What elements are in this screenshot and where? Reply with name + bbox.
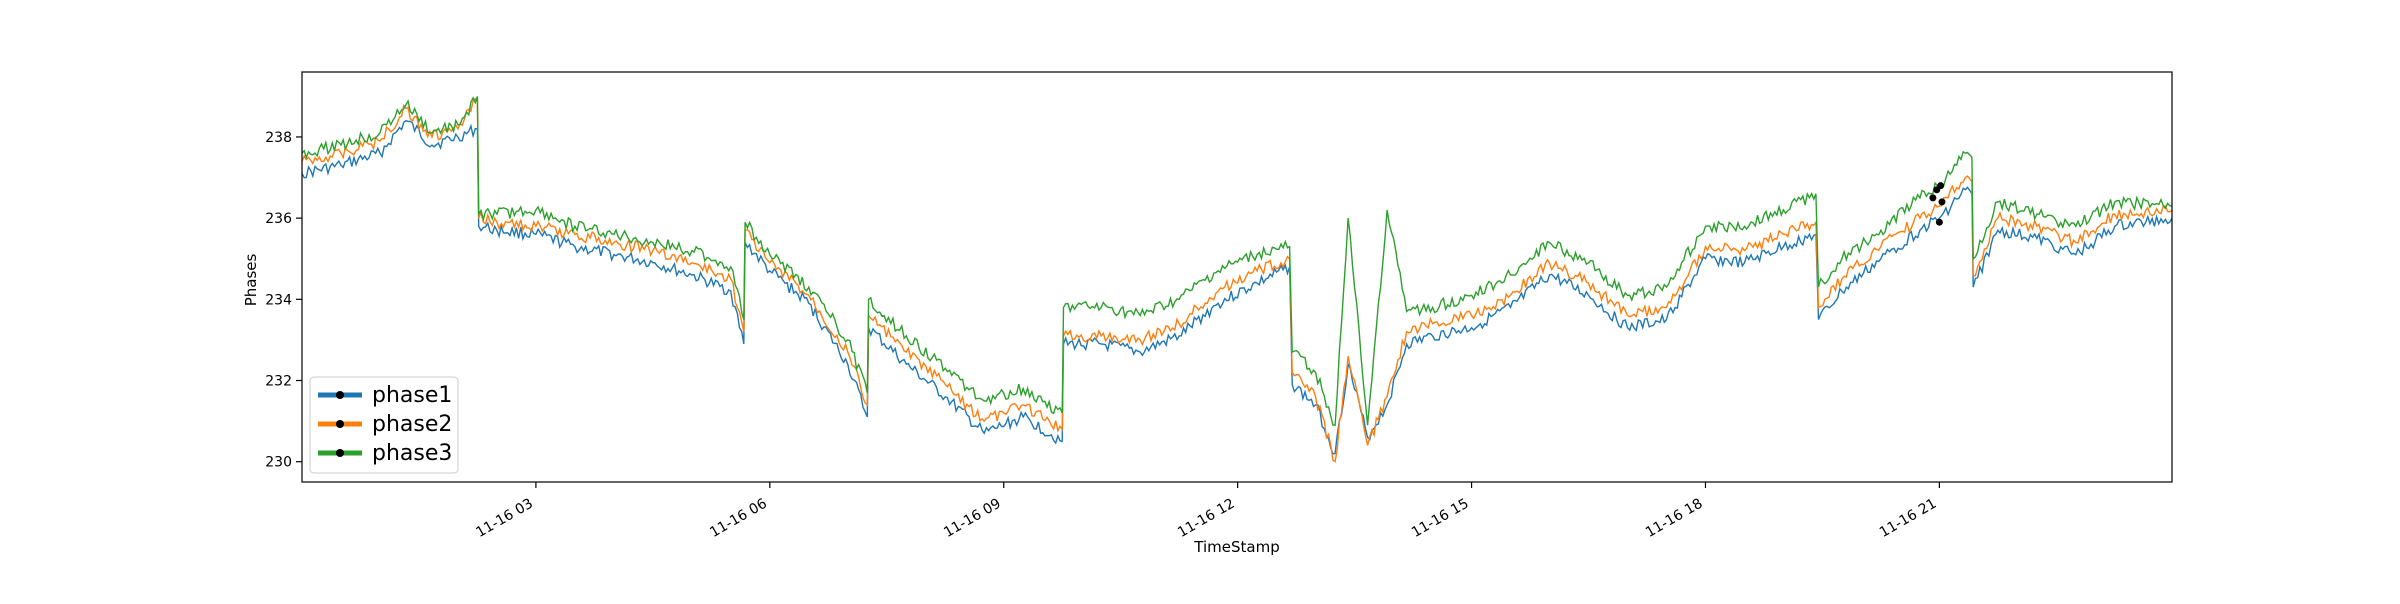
- legend-label-phase3: phase3: [372, 441, 452, 466]
- legend-marker-phase1: [336, 391, 344, 399]
- x-tick-label: 11-16 06: [707, 496, 770, 541]
- y-tick-label: 232: [265, 374, 292, 390]
- series-line-phase1: [302, 119, 2172, 455]
- legend-box: [309, 376, 459, 474]
- y-axis-label: Phases: [242, 254, 260, 307]
- x-axis-label: TimeStamp: [1193, 538, 1279, 556]
- x-tick-label: 11-16 21: [1877, 496, 1940, 541]
- plot-frame: [301, 71, 2173, 483]
- y-tick-label: 234: [265, 292, 292, 308]
- legend-label-phase2: phase2: [372, 412, 452, 437]
- plot-background: [302, 72, 2172, 482]
- legend-marker-phase3: [336, 449, 344, 457]
- legend: phase1 phase2 phase3: [309, 376, 459, 474]
- y-axis: 230 232 234 236 238: [265, 130, 302, 471]
- series-line-phase3: [302, 96, 2172, 426]
- y-tick-label: 236: [265, 211, 292, 227]
- marker-point-1: [1929, 194, 1937, 202]
- x-tick-label: 11-16 03: [473, 496, 536, 541]
- x-tick-label: 11-16 15: [1409, 496, 1472, 541]
- marker-point-5: [1938, 198, 1946, 206]
- legend-marker-phase2: [336, 420, 344, 428]
- x-tick-label: 11-16 18: [1643, 496, 1706, 541]
- y-tick-label: 230: [265, 455, 292, 471]
- y-tick-label: 238: [265, 130, 292, 146]
- legend-label-phase1: phase1: [372, 383, 452, 408]
- marker-point-3: [1935, 218, 1943, 226]
- x-tick-label: 11-16 09: [941, 496, 1004, 541]
- plot-area: [301, 71, 2173, 483]
- marker-point-4: [1937, 182, 1945, 190]
- series-line-phase2: [302, 97, 2172, 463]
- x-axis: 11-16 03 11-16 06 11-16 09 11-16 12 11-16 15…: [473, 482, 1940, 541]
- x-tick-label: 11-16 12: [1175, 496, 1238, 541]
